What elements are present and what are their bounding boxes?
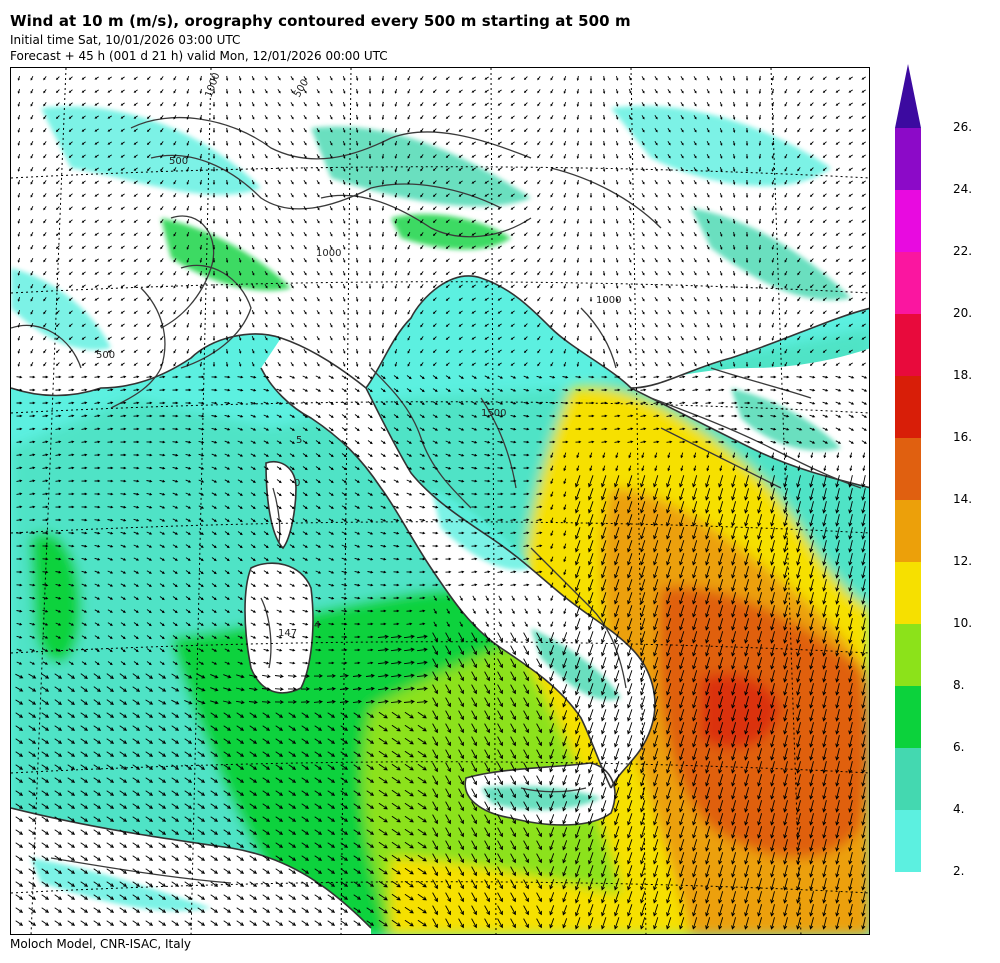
colorbar-label: 2. (953, 864, 965, 878)
field-10ms-south (391, 858, 651, 934)
contour-label: 1000 (316, 248, 341, 259)
contour-label: 1500 (481, 408, 506, 419)
contour-label: 5 (296, 435, 302, 446)
land-corsica (266, 461, 296, 548)
colorbar-segment (895, 314, 921, 376)
colorbar-segment (895, 128, 921, 190)
colorbar-label: 6. (953, 740, 965, 754)
colorbar-label: 14. (953, 492, 973, 506)
contour-label: 0 (294, 478, 300, 489)
map-canvas: 1000 500 500 1000 1500 5 0 147 4 500 100… (11, 68, 869, 934)
colorbar-segment (895, 810, 921, 872)
model-credit: Moloch Model, CNR-ISAC, Italy (10, 937, 192, 951)
colorbar-label: 12. (953, 554, 973, 568)
colorbar-segment (895, 686, 921, 748)
map-title: Wind at 10 m (m/s), orography contoured … (10, 12, 631, 30)
colorbar-segment (895, 376, 921, 438)
colorbar-segment (895, 500, 921, 562)
colorbar-arrow (895, 64, 921, 128)
forecast-valid-time: Forecast + 45 h (001 d 21 h) valid Mon, … (10, 49, 388, 63)
contour-label: 500 (169, 156, 188, 167)
land-sardinia (245, 563, 313, 693)
colorbar-segment (895, 252, 921, 314)
contour-label: 147 (278, 628, 297, 639)
colorbar-label: 20. (953, 306, 973, 320)
colorbar-segment (895, 624, 921, 686)
contour-label: 1000 (596, 295, 621, 306)
wind-arrow-glyphs (15, 75, 868, 930)
colorbar-label: 18. (953, 368, 973, 382)
colorbar-segment (895, 190, 921, 252)
wind-speed-colorbar (895, 64, 921, 872)
colorbar-segment (895, 438, 921, 500)
colorbar-label: 22. (953, 244, 973, 258)
colorbar-label: 8. (953, 678, 965, 692)
land-italy (261, 338, 655, 788)
initial-time: Initial time Sat, 10/01/2026 03:00 UTC (10, 33, 241, 47)
contour-label: 4 (314, 620, 320, 631)
colorbar-segment (895, 562, 921, 624)
wind-arrows (15, 75, 868, 930)
colorbar-label: 16. (953, 430, 973, 444)
contour-label: 500 (96, 350, 115, 361)
colorbar-label: 26. (953, 120, 973, 134)
colorbar-label: 10. (953, 616, 973, 630)
colorbar-label: 4. (953, 802, 965, 816)
colorbar-segment (895, 748, 921, 810)
land-north-africa (11, 808, 371, 934)
colorbar-label: 24. (953, 182, 973, 196)
wind-map: 1000 500 500 1000 1500 5 0 147 4 500 100… (10, 67, 870, 935)
